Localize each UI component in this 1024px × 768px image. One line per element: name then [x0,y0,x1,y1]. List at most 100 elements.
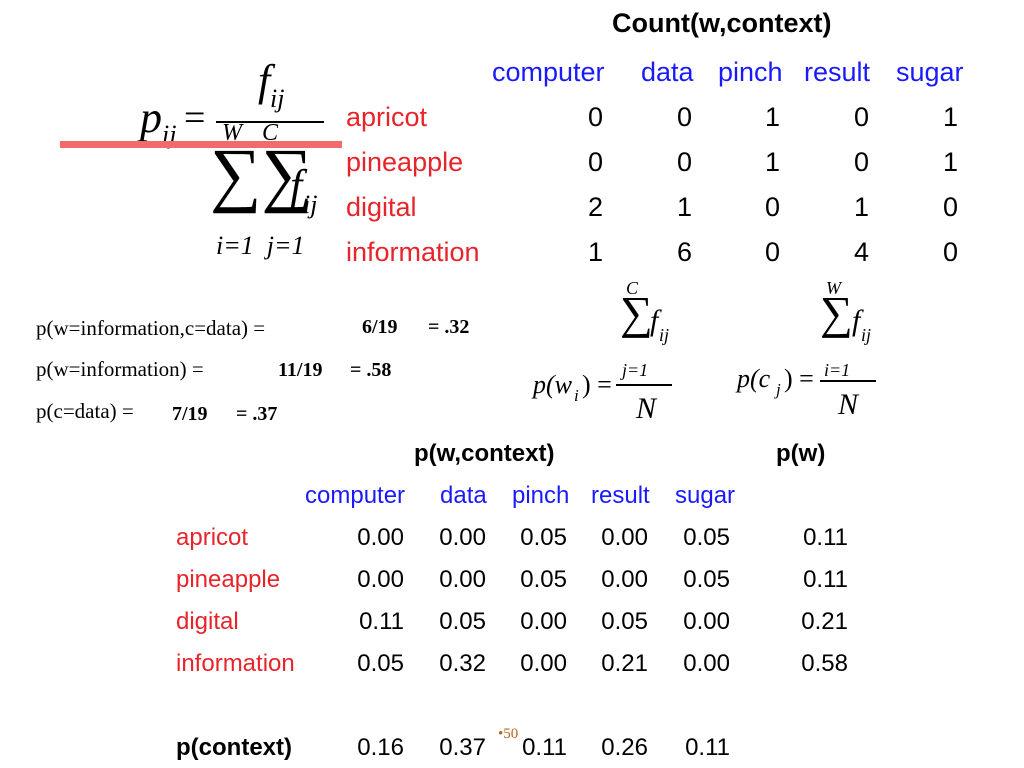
prob-fraction: 11/19 [278,359,323,381]
count-cell: 1 [942,102,958,132]
prob-expression: p(c=data) = [36,399,134,423]
prob-cell: 0.05 [683,524,730,551]
prob-cell: 0.05 [683,566,730,593]
pij-denominator-sub: ij [303,190,318,219]
count-cell: 0 [587,102,603,132]
pij-denominator-f: f [290,161,303,210]
prob-fraction: 6/19 [362,316,398,338]
count-row-label: pineapple [346,147,464,177]
prob-col-sugar: sugar [675,482,736,509]
count-cell: 1 [587,237,603,267]
prob-cell: 0.05 [357,650,404,677]
pc-fraction-bar [820,380,876,382]
count-cell: 6 [676,237,692,267]
pij-numerator-f: f [258,56,271,105]
context-cell: 0.11 [685,734,730,761]
prob-cell: 0.00 [439,566,486,593]
count-row-label: apricot [346,102,428,132]
pw-cell: 0.21 [801,608,848,635]
prob-row-label: apricot [176,524,249,551]
pc-lhs-sub: j [776,380,781,399]
pc-lhs-end: ) = [784,364,814,393]
strike-line [60,141,342,148]
count-table-title: Count(w,context) [612,8,832,38]
prob-row-label: digital [176,608,239,635]
count-row-label: information [346,237,480,267]
pc-upper: W [826,278,841,298]
pij-lower-limits: i=1 j=1 [216,231,305,260]
pw-sigma: ∑ [620,287,653,338]
count-cell: 0 [764,192,780,222]
count-col-sugar: sugar [896,57,964,87]
count-cell: 1 [942,147,958,177]
prob-row-label: information [176,650,295,677]
pij-upper-i: W [222,120,242,146]
count-col-computer: computer [492,57,605,87]
prob-cell: 0.11 [359,608,404,635]
count-cell: 0 [676,102,692,132]
pij-double-sigma: ∑∑ [210,134,313,214]
pw-lhs-end: ) = [582,370,612,399]
pc-f: f [852,304,861,337]
prob-cell: 0.32 [439,650,486,677]
count-cell: 1 [764,102,780,132]
context-cell: 0.26 [601,734,648,761]
pw-f: f [650,304,659,337]
pw-lower: j=1 [622,360,649,380]
count-col-data: data [641,57,694,87]
pij-fraction-bar [216,121,324,123]
prob-approx: = .37 [236,403,278,425]
count-cell: 0 [942,192,958,222]
pw-cell: 0.11 [803,524,848,551]
count-col-result: result [804,57,871,87]
context-cell: 0.37 [439,734,486,761]
prob-col-pinch: pinch [512,482,570,509]
context-row-label: p(context) [176,734,292,761]
prob-cell: 0.00 [357,566,404,593]
count-cell: 0 [853,147,869,177]
prob-cell: 0.05 [520,524,567,551]
prob-cell: 0.00 [439,524,486,551]
prob-cell: 0.00 [520,608,567,635]
count-cell: 0 [676,147,692,177]
pc-lhs: p(c [737,364,771,393]
context-cell: 0.16 [357,734,404,761]
prob-cell: 0.05 [520,566,567,593]
count-col-pinch: pinch [718,57,783,87]
page-number: •50 [498,726,519,742]
prob-cell: 0.05 [439,608,486,635]
prob-col-computer: computer [305,482,406,509]
prob-cell: 0.00 [683,608,730,635]
pc-lower: i=1 [824,360,851,380]
prob-row-label: pineapple [176,566,281,593]
prob-cell: 0.00 [601,524,648,551]
count-cell: 2 [587,192,603,222]
pw-cell: 0.11 [803,566,848,593]
pw-lhs-sub: i [574,386,579,405]
pw-column-title: p(w) [776,440,826,467]
count-cell: 0 [587,147,603,177]
pw-fraction-bar [616,384,672,386]
pij-upper-j: C [262,120,279,146]
pw-upper: C [626,278,639,298]
prob-col-data: data [440,482,487,509]
count-cell: 0 [764,237,780,267]
prob-cell: 0.00 [601,566,648,593]
pw-f-sub: ij [659,325,670,345]
prob-approx: = .58 [350,359,392,381]
pc-sigma: ∑ [820,287,853,338]
count-cell: 0 [853,102,869,132]
pij-numerator-sub: ij [270,84,285,113]
prob-expression: p(w=information) = [36,357,204,381]
prob-col-result: result [591,482,650,509]
prob-cell: 0.00 [520,650,567,677]
pij-lhs: p [140,93,162,142]
prob-cell: 0.00 [357,524,404,551]
prob-expression: p(w=information,c=data) = [36,316,266,340]
pw-lhs: p(w [533,370,572,399]
pw-cell: 0.58 [801,650,848,677]
pc-f-sub: ij [861,325,872,345]
count-row-label: digital [346,192,417,222]
pc-den: N [838,388,859,421]
count-cell: 1 [853,192,869,222]
